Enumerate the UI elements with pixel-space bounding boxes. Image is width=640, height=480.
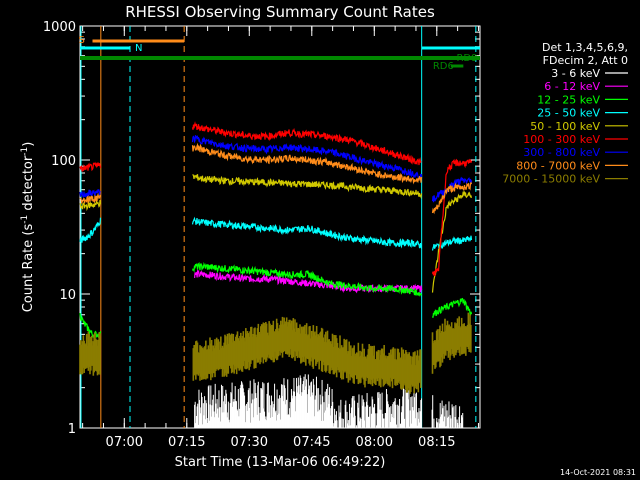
legend-label-6-12: 6 - 12 keV — [544, 80, 600, 93]
y-label-sup: -1 — [20, 147, 30, 156]
series-100-300-line — [431, 158, 473, 277]
series-25-50-line — [431, 235, 473, 251]
x-tick-label: 08:00 — [356, 435, 393, 450]
series-12-25-line — [191, 261, 423, 297]
legend-label-7000-15000: 7000 - 15000 keV — [502, 173, 600, 186]
legend-label-3-6: 3 - 6 keV — [551, 67, 600, 80]
series-100-300 — [79, 121, 473, 277]
y-label-part: ) — [21, 142, 36, 147]
rd6-bar-label: RD6 — [433, 61, 454, 72]
series-layer — [79, 121, 473, 428]
night-bar-1-label: N — [135, 43, 142, 54]
series-12-25-line — [431, 297, 473, 318]
y-tick-label: 1 — [68, 422, 76, 437]
y-tick-label: 1000 — [43, 20, 76, 35]
y-label-part: detector — [21, 155, 36, 215]
generated-timestamp: 14-Oct-2021 08:31 — [560, 468, 636, 477]
y-label-sup: -1 — [20, 215, 30, 224]
series-800-7000-line — [79, 192, 102, 205]
legend-label-800-7000: 800 - 7000 keV — [516, 159, 600, 172]
y-axis: 1 10 100 1000 — [43, 20, 480, 437]
x-tick-label: 08:15 — [418, 435, 455, 450]
series-800-7000-line — [431, 181, 473, 215]
chart-title: RHESSI Observing Summary Count Rates — [125, 3, 435, 21]
legend-label-12-25: 12 - 25 keV — [537, 93, 600, 106]
legend: Det 1,3,4,5,6,9, FDecim 2, Att 0 3 - 6 k… — [502, 41, 628, 186]
x-axis: 07:00 07:15 07:30 07:45 08:00 08:15 — [82, 26, 479, 450]
series-50-100-line — [431, 190, 473, 293]
series-100-300-line — [79, 161, 102, 172]
series-3-6 — [194, 374, 464, 428]
legend-label-300-800: 300 - 800 keV — [523, 146, 600, 159]
series-25-50-line — [79, 217, 102, 243]
y-tick-label: 100 — [51, 154, 76, 169]
series-25-50-line — [191, 216, 423, 249]
x-tick-label: 07:15 — [168, 435, 205, 450]
series-12-25 — [79, 261, 473, 339]
series-6-12-line — [194, 268, 423, 294]
series-100-300-line — [191, 121, 422, 166]
legend-label-25-50: 25 - 50 keV — [537, 107, 600, 120]
y-tick-label: 10 — [59, 288, 76, 303]
series-50-100-line — [79, 198, 102, 212]
series-800-7000-line — [191, 142, 423, 185]
y-label-part: Count Rate (s — [21, 224, 36, 313]
series-25-50 — [79, 216, 473, 251]
rd9-bar-label: RD9 — [456, 53, 477, 64]
x-tick-label: 07:30 — [231, 435, 268, 450]
x-tick-label: 07:00 — [106, 435, 143, 450]
series-12-25-line — [79, 312, 102, 339]
y-axis-label: Count Rate (s-1 detector-1) — [20, 142, 36, 313]
saa-bar-label: S — [79, 35, 85, 46]
series-7000-15000 — [79, 312, 472, 394]
series-800-7000 — [79, 142, 473, 215]
series-50-100-line — [192, 174, 423, 200]
x-tick-label: 07:45 — [293, 435, 330, 450]
series-50-100 — [79, 174, 473, 293]
legend-header-decimation: FDecim 2, Att 0 — [543, 54, 628, 67]
series-300-800-line — [79, 189, 101, 199]
legend-label-100-300: 100 - 300 keV — [523, 133, 600, 146]
series-300-800-line — [191, 134, 423, 181]
legend-header-detectors: Det 1,3,4,5,6,9, — [542, 41, 628, 54]
series-6-12 — [194, 268, 423, 294]
legend-label-50-100: 50 - 100 keV — [530, 120, 600, 133]
x-axis-label: Start Time (13-Mar-06 06:49:22) — [175, 455, 386, 470]
